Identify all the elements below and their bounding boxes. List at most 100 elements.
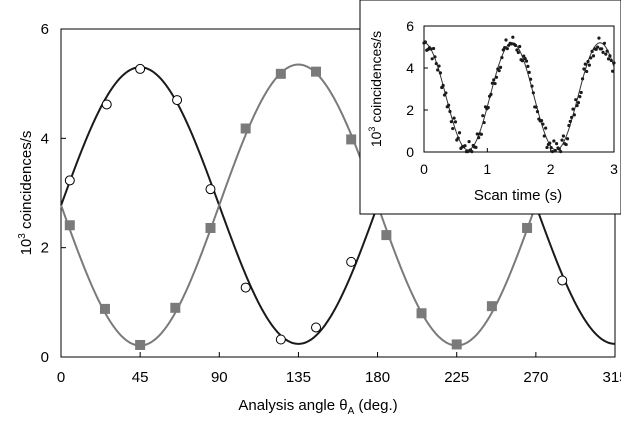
inset-dot [433,55,437,59]
open-circle-point [101,99,112,110]
inset-dot [612,61,616,65]
inset-dot [570,115,574,119]
inset-dot [572,113,576,117]
inset-dot [580,77,585,81]
inset-dot [466,149,470,154]
inset-x-axis-label: Scan time (s) [474,187,562,204]
inset-dot [434,62,438,66]
inset-dot [429,47,433,51]
inset-dot [550,149,555,154]
inset-y-axis-label-exponent: 3 [367,127,377,132]
inset-dot [504,38,508,42]
inset-dot [526,64,530,68]
filled-square-point [451,339,462,350]
main-x-tick-label: 180 [365,369,390,386]
inset-dot [513,43,518,48]
inset-dot [576,100,581,105]
inset-dot [542,134,546,138]
inset-dot [541,122,545,126]
inset-dot [451,126,455,131]
inset-dot [520,59,525,63]
inset-dot [535,110,540,114]
inset-dot [449,120,453,124]
inset-dot [568,119,572,123]
inset-dot [564,142,568,147]
main-x-tick-label: 315 [602,369,621,386]
main-x-axis-label-subscript: A [348,406,355,417]
open-circle-point [240,282,251,293]
inset-dot [497,69,501,73]
open-circle-point [311,322,322,333]
inset-dot [447,103,451,107]
inset-dot [431,46,436,51]
inset-dot [509,42,514,46]
inset-dot [467,139,471,144]
main-plot: 0 2 4 6 0 45 90 135 180 225 270 315 Analysis angle… [17,21,621,417]
inset-plot-frame [423,25,615,153]
inset-dot [557,147,561,151]
inset-dot [544,126,548,130]
filled-square-point [381,230,392,241]
inset-dot [523,56,527,61]
inset-dot [486,105,490,110]
inset-y-tick-label: 4 [406,60,414,76]
inset-dot [590,49,594,53]
inset-dot [500,56,504,60]
inset-dot [481,114,485,118]
inset-dot [479,132,484,136]
inset-dot [582,67,586,71]
inset-panel [359,0,621,215]
inset-dot [438,71,442,75]
inset-x-tick-label: 2 [547,161,555,177]
inset-dot [530,84,534,88]
inset-dot [516,50,520,55]
inset-dot [490,81,494,85]
inset-dot [586,59,590,64]
inset-dot [436,68,440,72]
inset-dot [578,95,582,99]
inset-dot [608,54,612,58]
inset-dot [527,70,531,74]
open-circle-point [557,275,568,286]
inset-dot [474,145,478,149]
inset-dot [493,81,497,86]
inset-dot [503,46,507,50]
inset-dot [589,56,593,60]
inset-dot [489,92,493,96]
inset-dot [494,75,499,79]
inset-y-tick-label: 0 [406,144,414,160]
inset-dot [437,64,441,68]
inset-dot [575,104,579,108]
inset-x-tick-label: 0 [420,161,428,177]
main-y-tick-label: 2 [41,240,49,257]
inset-dot [518,44,522,49]
inset-dot [605,49,609,53]
inset-dot [522,54,526,58]
open-circle-point [172,95,183,106]
inset-dot [545,145,549,150]
inset-dot [567,123,571,128]
inset-dot [456,136,460,140]
main-x-axis-ticks: 0 45 90 135 180 225 270 315 [57,352,621,386]
inset-dot [524,59,529,63]
main-x-axis-label-text: Analysis angle θ [238,397,347,414]
inset-dot [600,47,604,51]
inset-dot [560,138,564,142]
open-circle-point [275,334,286,345]
inset-dot [554,142,559,146]
main-x-tick-label: 270 [523,369,548,386]
open-circle-point [64,175,75,186]
inset-dot [475,132,479,136]
inset-dot [583,62,587,66]
inset-dot [463,144,467,148]
filled-square-point [311,66,322,77]
main-y-axis-ticks: 0 2 4 6 [41,21,66,366]
inset-y-tick-label: 6 [406,18,414,34]
inset-dot [609,58,613,63]
inset-dot [606,57,611,61]
inset-dot [498,65,503,70]
inset-dot [596,45,600,49]
filled-square-point [346,134,357,145]
